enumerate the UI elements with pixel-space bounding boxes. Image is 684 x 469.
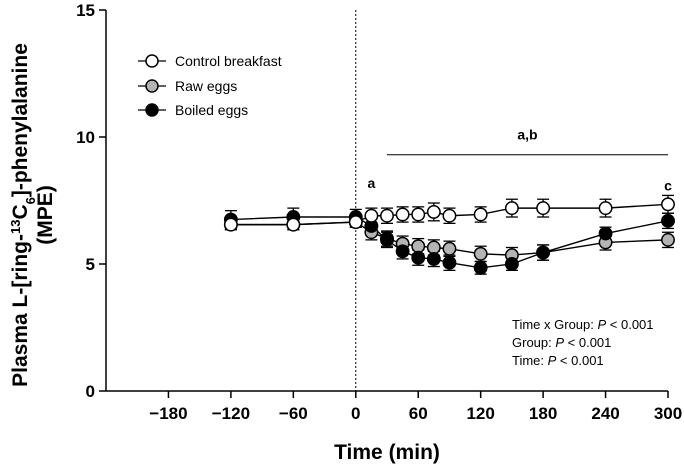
legend: Control breakfast Raw eggs Boiled eggs [138, 53, 282, 118]
data-point-filled-circle [473, 260, 488, 275]
legend-marker-boiled [145, 103, 159, 117]
annotation-a: a [367, 175, 375, 191]
data-point-filled-circle [598, 226, 613, 241]
y-axis-title-units: (MPE) [34, 185, 57, 245]
y-tick-label: 15 [76, 1, 95, 20]
data-point-open-circle [395, 207, 410, 222]
data-point-filled-circle [442, 255, 457, 270]
x-axis-title: Time (min) [334, 441, 440, 464]
x-tick-label: −60 [279, 404, 308, 423]
data-point-filled-circle [504, 257, 519, 271]
data-point-grey-circle [426, 240, 441, 255]
x-tick-label: −120 [212, 404, 250, 423]
x-tick-label: −180 [149, 404, 187, 423]
annotation-c: c [664, 177, 672, 193]
x-tick-label: 300 [654, 404, 682, 423]
data-point-open-circle [426, 204, 441, 219]
data-point-filled-circle [380, 232, 394, 247]
data-point-open-circle [348, 215, 363, 230]
data-point-grey-circle [473, 246, 488, 261]
data-point-open-circle [442, 208, 457, 223]
stats-time: Time: P < 0.001 [512, 353, 604, 368]
data-point-open-circle [411, 207, 426, 222]
data-point-grey-circle [442, 241, 457, 256]
data-point-open-circle [661, 197, 675, 212]
y-tick-label: 10 [76, 128, 95, 147]
x-tick-label: 60 [409, 404, 428, 423]
annotation-ab: a,b [517, 127, 537, 143]
stats-block: Time x Group: P < 0.001 Group: P < 0.001… [512, 317, 654, 368]
stats-time-by-group: Time x Group: P < 0.001 [512, 317, 654, 332]
data-point-open-circle [223, 217, 238, 232]
data-point-filled-circle [536, 245, 551, 260]
legend-label-boiled: Boiled eggs [175, 102, 248, 118]
data-point-open-circle [473, 207, 488, 222]
stats-group: Group: P < 0.001 [512, 335, 611, 350]
x-tick-label: 120 [466, 404, 494, 423]
y-tick-label: 0 [86, 382, 95, 401]
data-point-open-circle [536, 201, 551, 216]
data-point-open-circle [504, 201, 519, 216]
data-point-filled-circle [411, 250, 426, 265]
y-axis-title: Plasma L-[ring-13C6]-phenylalanine [8, 43, 38, 387]
data-point-open-circle [380, 208, 394, 223]
legend-marker-raw [145, 79, 159, 93]
x-tick-label: 240 [591, 404, 619, 423]
x-tick-label: 180 [529, 404, 557, 423]
x-tick-label: 0 [351, 404, 360, 423]
data-point-filled-circle [395, 244, 410, 259]
legend-label-control: Control breakfast [175, 53, 282, 69]
data-point-open-circle [364, 208, 379, 223]
legend-marker-control [145, 54, 159, 68]
data-point-filled-circle [661, 213, 675, 228]
data-point-grey-circle [411, 239, 426, 254]
data-point-grey-circle [661, 232, 675, 247]
data-point-open-circle [286, 217, 301, 232]
legend-label-raw: Raw eggs [175, 78, 237, 94]
y-tick-label: 5 [86, 255, 95, 274]
data-point-open-circle [598, 201, 613, 216]
data-point-filled-circle [426, 251, 441, 266]
